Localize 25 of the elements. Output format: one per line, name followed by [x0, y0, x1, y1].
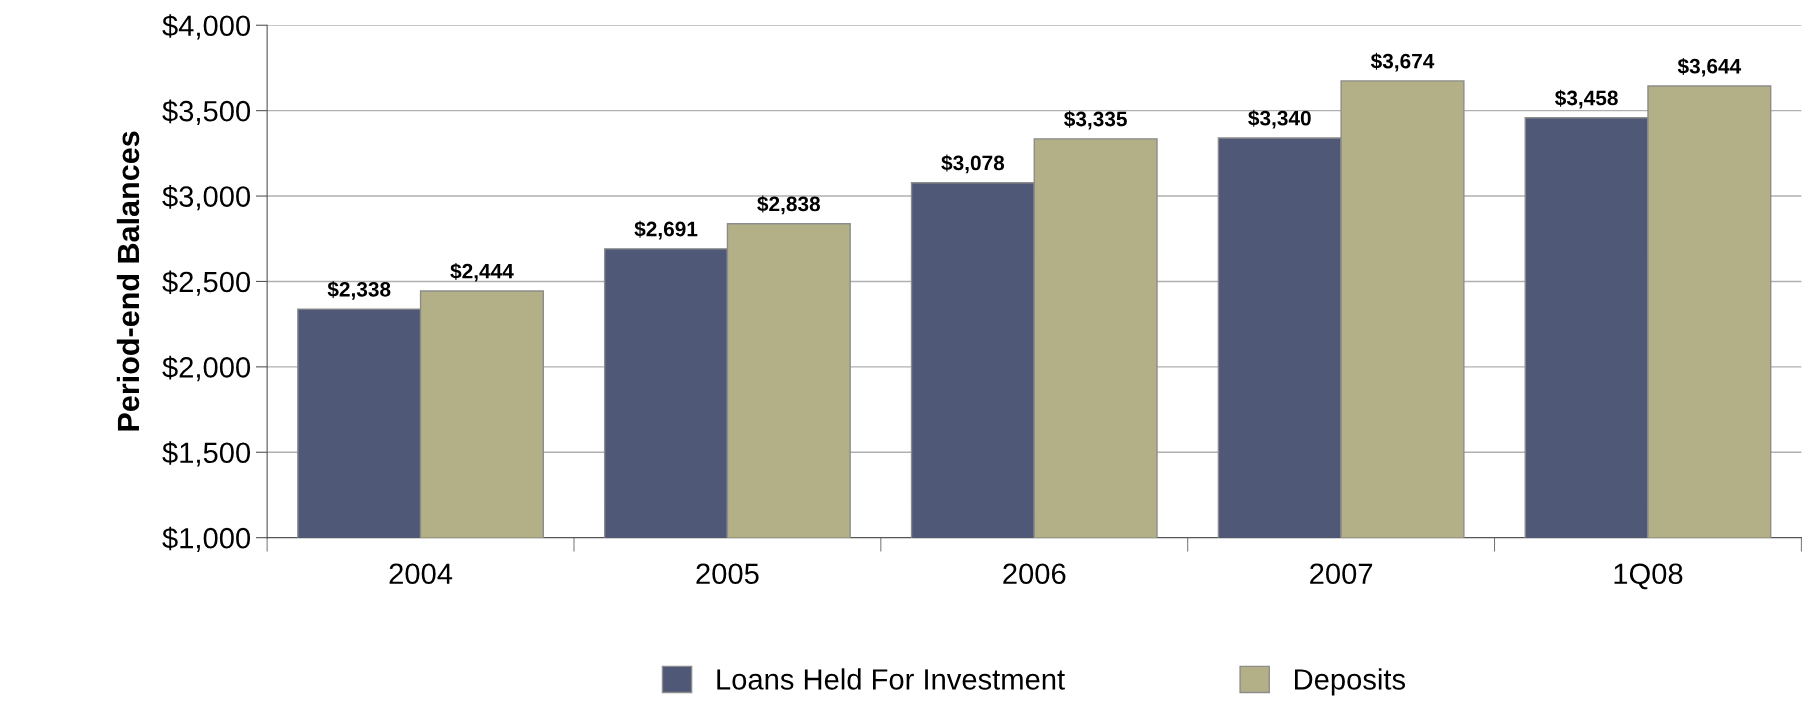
x-tick-label: 2004: [389, 563, 453, 585]
y-axis-title: Period-end Balances: [116, 131, 140, 431]
x-tick-label: 2006: [1003, 563, 1066, 585]
data-label: $2,838: [757, 195, 821, 215]
y-tick-label: $3,500: [162, 99, 251, 125]
data-label: $3,674: [1370, 52, 1435, 72]
y-tick-label: $2,000: [162, 355, 251, 382]
y-tick-label: $1,500: [162, 441, 251, 467]
data-label: $3,644: [1677, 57, 1742, 77]
data-label: $2,691: [634, 220, 698, 240]
y-tick-label: $4,000: [162, 14, 251, 40]
x-tick-label: 1Q08: [1614, 563, 1683, 590]
data-label: $3,335: [1064, 110, 1127, 130]
y-tick-label: $3,000: [162, 185, 251, 211]
data-label: $3,458: [1555, 89, 1618, 109]
legend-label: Loans Held For Investment: [717, 668, 1065, 690]
y-tick-label: $1,000: [162, 526, 251, 552]
data-label: $3,078: [941, 154, 1005, 174]
data-label: $3,340: [1248, 109, 1311, 129]
y-tick-label: $2,500: [162, 270, 251, 296]
x-tick-label: 2007: [1310, 563, 1373, 585]
x-tick-label: 2005: [696, 563, 759, 585]
legend-label: Deposits: [1294, 668, 1406, 696]
data-label: $2,338: [327, 281, 391, 300]
data-label: $2,444: [450, 262, 514, 282]
